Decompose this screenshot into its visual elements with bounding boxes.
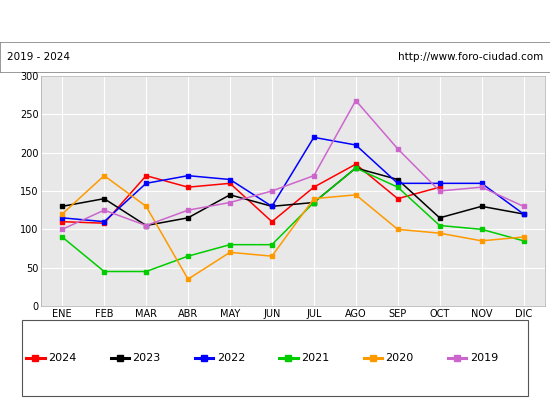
Text: 2023: 2023 bbox=[133, 353, 161, 363]
Text: 2024: 2024 bbox=[48, 353, 76, 363]
Text: 2019: 2019 bbox=[470, 353, 498, 363]
Text: 2021: 2021 bbox=[301, 353, 329, 363]
Text: 2019 - 2024: 2019 - 2024 bbox=[7, 52, 70, 62]
Text: 2020: 2020 bbox=[386, 353, 414, 363]
Text: 2022: 2022 bbox=[217, 353, 245, 363]
Text: http://www.foro-ciudad.com: http://www.foro-ciudad.com bbox=[398, 52, 543, 62]
Text: Evolucion Nº Turistas Extranjeros en el municipio de Caniles: Evolucion Nº Turistas Extranjeros en el … bbox=[75, 14, 475, 28]
